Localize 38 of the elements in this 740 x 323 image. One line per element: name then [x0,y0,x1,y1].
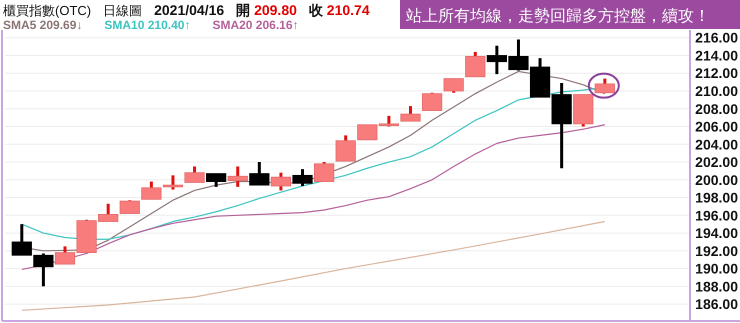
y-tick-label: 186.00 [695,296,738,312]
candlestick [270,172,292,190]
y-tick-label: 216.00 [695,30,738,46]
chart-subtitle: 日線圖 [103,3,142,18]
candlestick [141,182,162,200]
candlestick [594,78,615,94]
text: 收 210.74 [308,2,370,18]
y-tick-label: 196.00 [695,207,738,224]
candlestick [184,166,205,183]
y-tick-label: 198.00 [695,190,738,206]
line-series [21,124,606,270]
text: SMA5 209.69↓ [3,18,82,32]
y-tick-label: 206.00 [695,118,738,135]
y-tick-label: 204.00 [695,136,738,152]
candlestick [292,169,313,186]
text: 站上所有均線，走勢回歸多方控盤，續攻！ [406,7,710,25]
y-tick-label: 194.00 [695,225,738,242]
text: 2021/04/16 [154,2,224,18]
text: SMA10 210.40↑ [104,18,190,32]
chart-title: 櫃買指數(OTC) [3,3,92,18]
candlestick [206,173,226,187]
text: SMA20 206.16↑ [212,18,299,32]
candlestick [400,106,421,122]
candlestick [336,135,356,162]
candlestick [228,166,248,187]
y-tick-label: 210.00 [695,83,738,99]
y-tick-label: 202.00 [695,154,738,170]
y-tick-label: 214.00 [695,47,738,64]
text: 開 209.80 [236,2,298,18]
y-tick-label: 188.00 [695,278,738,294]
candlestick [249,162,270,186]
y-tick-label: 212.00 [695,65,738,82]
y-tick-label: 200.00 [695,172,738,188]
y-tick-label: 192.00 [695,242,738,259]
y-tick-label: 208.00 [695,100,738,117]
line-series [21,220,606,311]
candlestick [465,52,486,78]
y-tick-label: 190.00 [695,260,738,277]
